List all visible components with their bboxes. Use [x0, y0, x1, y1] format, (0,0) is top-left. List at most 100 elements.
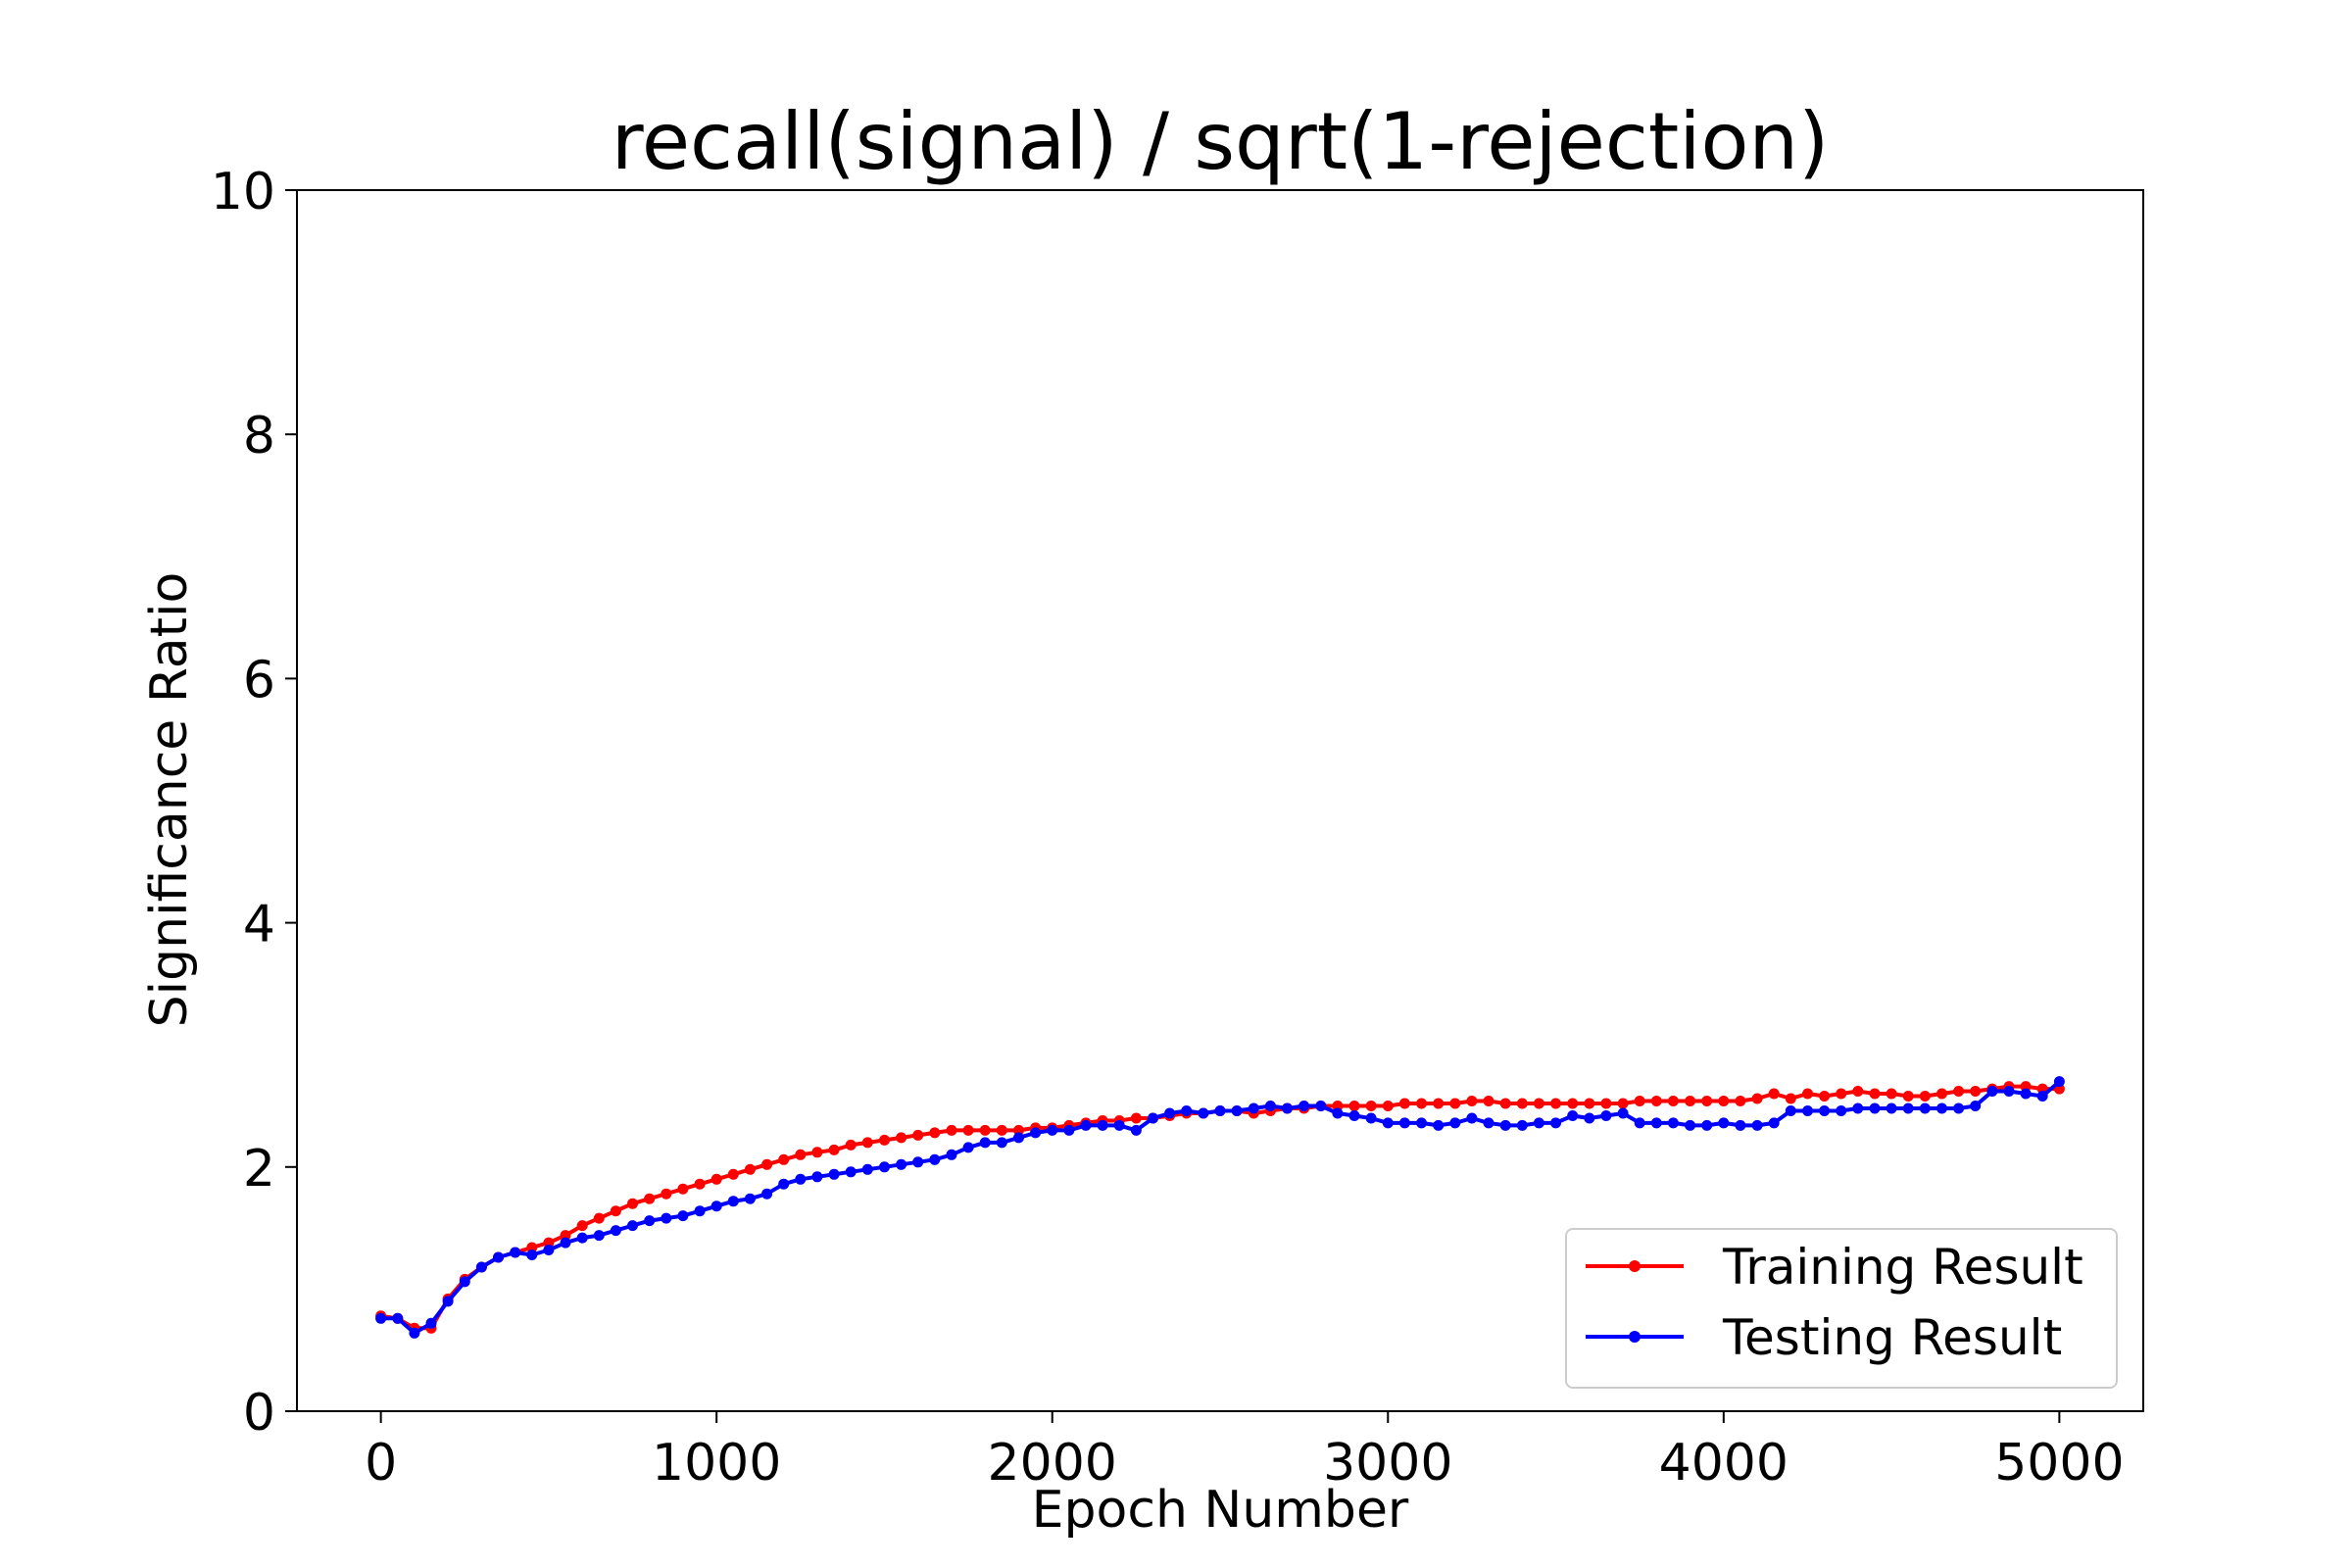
data-point: [828, 1144, 840, 1155]
data-point: [1685, 1119, 1696, 1131]
data-point: [1164, 1107, 1176, 1119]
data-point: [1130, 1124, 1142, 1136]
data-point: [946, 1149, 957, 1160]
data-point: [1902, 1091, 1914, 1102]
data-point: [1718, 1096, 1730, 1106]
data-point: [879, 1134, 890, 1146]
x-tick-label: 1000: [652, 1434, 781, 1493]
data-point: [1886, 1102, 1897, 1114]
data-point: [1751, 1093, 1763, 1104]
data-point: [1768, 1088, 1780, 1100]
data-point: [1214, 1105, 1226, 1116]
data-point: [627, 1198, 638, 1209]
data-point: [1802, 1088, 1813, 1100]
series-layer: [375, 1076, 2065, 1339]
data-point: [946, 1124, 957, 1136]
data-point: [896, 1158, 907, 1170]
data-point: [1483, 1096, 1494, 1106]
data-point: [845, 1139, 857, 1151]
data-point: [560, 1237, 571, 1249]
y-tick-label: 4: [243, 896, 275, 955]
data-point: [1567, 1098, 1579, 1109]
data-point: [1902, 1102, 1914, 1114]
data-point: [1600, 1110, 1612, 1121]
data-point: [1768, 1117, 1780, 1129]
chart-title: recall(signal) / sqrt(1-rejection): [612, 96, 1830, 187]
data-point: [1499, 1119, 1511, 1131]
data-point: [2053, 1076, 2065, 1088]
data-point: [1986, 1086, 1998, 1097]
legend-label: Testing Result: [1722, 1309, 2062, 1366]
data-point: [1264, 1101, 1276, 1111]
data-point: [896, 1132, 907, 1144]
data-point: [510, 1247, 521, 1258]
data-point: [1483, 1117, 1494, 1129]
data-point: [1466, 1112, 1478, 1124]
data-point: [1819, 1105, 1831, 1116]
data-point: [1819, 1091, 1831, 1102]
data-point: [493, 1251, 504, 1263]
data-point: [576, 1220, 588, 1232]
data-point: [1634, 1117, 1645, 1129]
data-point: [996, 1137, 1007, 1149]
data-point: [593, 1212, 605, 1224]
x-tick-label: 5000: [1994, 1434, 2124, 1493]
data-point: [1198, 1107, 1209, 1119]
data-point: [929, 1127, 941, 1139]
data-point: [1416, 1117, 1427, 1129]
data-point: [811, 1147, 823, 1158]
data-point: [761, 1158, 773, 1170]
data-point: [1416, 1098, 1427, 1109]
x-tick-label: 4000: [1659, 1434, 1788, 1493]
data-point: [1802, 1105, 1813, 1116]
data-point: [1936, 1088, 1947, 1100]
y-tick-label: 8: [243, 407, 275, 466]
data-point: [962, 1124, 974, 1136]
data-point: [1751, 1119, 1763, 1131]
data-point: [1433, 1098, 1445, 1109]
x-tick-label: 3000: [1323, 1434, 1452, 1493]
data-point: [912, 1129, 924, 1141]
data-point: [845, 1166, 857, 1178]
data-point: [1869, 1088, 1881, 1100]
y-tick-label: 6: [243, 651, 275, 710]
data-point: [375, 1312, 387, 1324]
data-point: [1886, 1088, 1897, 1100]
data-point: [526, 1250, 538, 1260]
data-point: [710, 1173, 722, 1185]
data-point: [727, 1168, 739, 1180]
data-point: [677, 1183, 689, 1195]
data-point: [1130, 1112, 1142, 1124]
data-point: [543, 1245, 555, 1255]
data-point: [1550, 1117, 1561, 1129]
y-tick-label: 10: [211, 163, 275, 221]
data-point: [1953, 1102, 1965, 1114]
legend: Training Result Testing Result: [1565, 1228, 2118, 1389]
data-point: [1685, 1096, 1696, 1106]
data-point: [744, 1163, 756, 1175]
data-point: [1382, 1101, 1394, 1111]
data-point: [610, 1225, 621, 1237]
data-point: [1667, 1117, 1679, 1129]
data-point: [1936, 1102, 1947, 1114]
data-point: [1617, 1098, 1629, 1109]
data-point: [1433, 1119, 1445, 1131]
data-point: [1735, 1096, 1746, 1106]
data-point: [2003, 1086, 2015, 1097]
data-point: [1398, 1098, 1410, 1109]
data-point: [778, 1153, 790, 1165]
data-point: [1617, 1107, 1629, 1119]
data-point: [1919, 1102, 1931, 1114]
legend-marker: [1629, 1260, 1641, 1272]
y-axis-ticks: 0 2 4 6 8 10: [211, 163, 297, 1443]
data-point: [912, 1156, 924, 1168]
data-point: [1650, 1096, 1662, 1106]
data-point: [861, 1163, 873, 1175]
x-axis-label: Epoch Number: [1032, 1481, 1409, 1540]
data-point: [1097, 1119, 1108, 1131]
data-point: [962, 1142, 974, 1153]
data-point: [1298, 1101, 1310, 1111]
data-point: [1701, 1119, 1713, 1131]
x-axis-ticks: 0 1000 2000 3000 4000 5000: [365, 1411, 2125, 1493]
data-point: [879, 1161, 890, 1173]
